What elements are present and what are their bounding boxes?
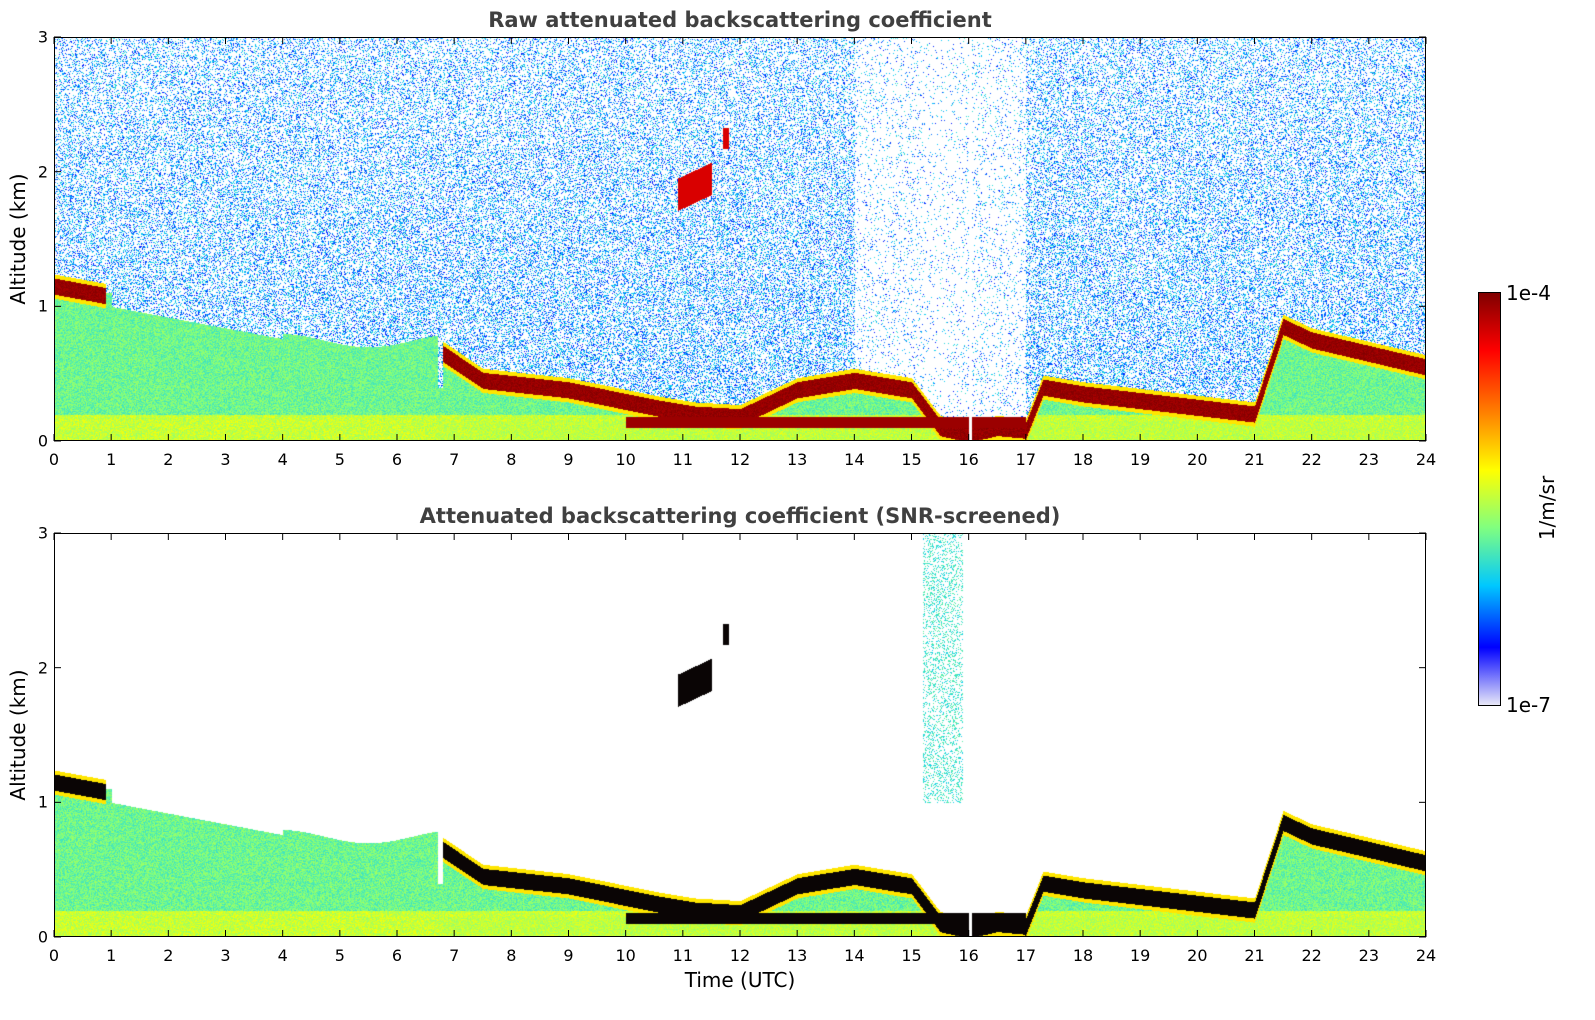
x-tick-label: 0 bbox=[48, 946, 60, 965]
x-tick-label: 13 bbox=[786, 946, 808, 965]
y-tick-label: 0 bbox=[37, 927, 48, 947]
x-tick-label: 3 bbox=[220, 946, 231, 965]
y-tick-label: 2 bbox=[37, 658, 48, 678]
y-tick-label: 3 bbox=[37, 27, 48, 47]
x-axis-label: Time (UTC) bbox=[684, 968, 796, 992]
x-tick-label: 12 bbox=[729, 946, 751, 965]
x-tick-label: 6 bbox=[391, 946, 403, 965]
colorbar-max-label: 1e-4 bbox=[1506, 281, 1551, 305]
x-tick-label: 4 bbox=[277, 450, 288, 469]
x-tick-label: 8 bbox=[506, 946, 517, 965]
x-tick-label: 20 bbox=[1187, 946, 1208, 965]
x-tick-label: 7 bbox=[449, 946, 460, 965]
colorbar-units-label: 1/m/sr bbox=[1535, 475, 1559, 541]
x-tick-label: 5 bbox=[334, 450, 345, 469]
top-y-axis-label: Altitude (km) bbox=[6, 173, 30, 305]
x-tick-label: 2 bbox=[163, 946, 174, 965]
x-tick-label: 15 bbox=[901, 946, 922, 965]
x-tick-label: 12 bbox=[729, 450, 751, 469]
x-tick-label: 22 bbox=[1301, 450, 1322, 469]
x-tick-label: 10 bbox=[615, 450, 636, 469]
x-tick-label: 9 bbox=[563, 450, 574, 469]
x-tick-label: 7 bbox=[449, 450, 460, 469]
x-tick-label: 1 bbox=[106, 450, 117, 469]
x-tick-label: 17 bbox=[1015, 450, 1037, 469]
x-tick-label: 13 bbox=[786, 450, 808, 469]
x-tick-label: 18 bbox=[1072, 450, 1094, 469]
bottom-heatmap-canvas bbox=[54, 533, 1426, 937]
colorbar bbox=[1478, 292, 1501, 706]
x-tick-label: 19 bbox=[1129, 450, 1151, 469]
top-heatmap-canvas bbox=[54, 37, 1426, 441]
top-chart-title: Raw attenuated backscattering coefficien… bbox=[488, 8, 992, 32]
bottom-heatmap bbox=[54, 533, 1426, 937]
x-tick-label: 0 bbox=[48, 450, 60, 469]
x-tick-label: 8 bbox=[506, 450, 517, 469]
y-tick-label: 0 bbox=[37, 431, 48, 451]
x-tick-label: 15 bbox=[901, 450, 922, 469]
x-tick-label: 1 bbox=[106, 946, 117, 965]
x-tick-label: 4 bbox=[277, 946, 288, 965]
x-tick-label: 5 bbox=[334, 946, 345, 965]
y-tick-label: 3 bbox=[37, 523, 48, 543]
x-tick-label: 23 bbox=[1358, 450, 1380, 469]
y-tick-label: 1 bbox=[37, 792, 48, 812]
x-tick-label: 3 bbox=[220, 450, 231, 469]
x-tick-label: 11 bbox=[672, 946, 694, 965]
x-tick-label: 16 bbox=[958, 450, 979, 469]
x-tick-label: 20 bbox=[1187, 450, 1208, 469]
y-tick-label: 2 bbox=[37, 162, 48, 182]
x-tick-label: 6 bbox=[391, 450, 403, 469]
bottom-chart-title: Attenuated backscattering coefficient (S… bbox=[419, 504, 1061, 528]
colorbar-min-label: 1e-7 bbox=[1506, 693, 1551, 717]
x-tick-label: 22 bbox=[1301, 946, 1322, 965]
x-tick-label: 18 bbox=[1072, 946, 1094, 965]
x-tick-label: 21 bbox=[1244, 450, 1265, 469]
x-tick-label: 14 bbox=[844, 946, 865, 965]
x-tick-label: 2 bbox=[163, 450, 174, 469]
x-tick-label: 19 bbox=[1129, 946, 1151, 965]
top-heatmap bbox=[54, 37, 1426, 441]
x-tick-label: 23 bbox=[1358, 946, 1380, 965]
x-tick-label: 10 bbox=[615, 946, 636, 965]
x-tick-label: 9 bbox=[563, 946, 574, 965]
bottom-y-axis-label: Altitude (km) bbox=[6, 669, 30, 801]
x-tick-label: 14 bbox=[844, 450, 865, 469]
x-tick-label: 17 bbox=[1015, 946, 1037, 965]
x-tick-label: 16 bbox=[958, 946, 979, 965]
x-tick-label: 24 bbox=[1415, 450, 1437, 469]
y-tick-label: 1 bbox=[37, 296, 48, 316]
x-tick-label: 11 bbox=[672, 450, 694, 469]
x-tick-label: 24 bbox=[1415, 946, 1437, 965]
x-tick-label: 21 bbox=[1244, 946, 1265, 965]
